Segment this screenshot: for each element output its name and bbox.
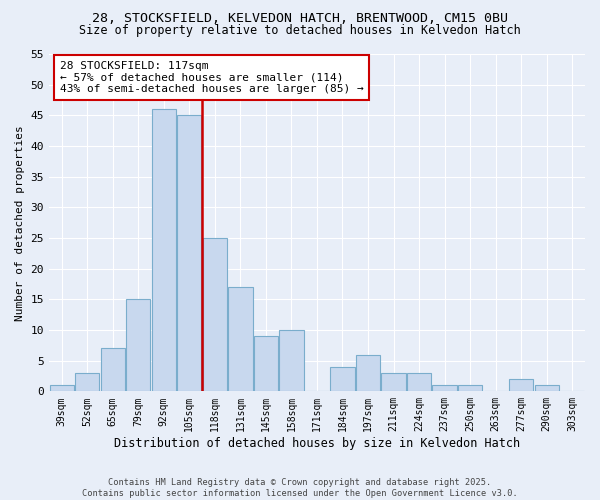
Bar [407, 373, 431, 392]
Bar [75, 373, 100, 392]
Bar [101, 348, 125, 392]
Bar [280, 330, 304, 392]
Bar [177, 116, 202, 392]
Bar [152, 109, 176, 392]
Text: Size of property relative to detached houses in Kelvedon Hatch: Size of property relative to detached ho… [79, 24, 521, 37]
Bar [509, 379, 533, 392]
Text: 28, STOCKSFIELD, KELVEDON HATCH, BRENTWOOD, CM15 0BU: 28, STOCKSFIELD, KELVEDON HATCH, BRENTWO… [92, 12, 508, 26]
Text: Contains HM Land Registry data © Crown copyright and database right 2025.
Contai: Contains HM Land Registry data © Crown c… [82, 478, 518, 498]
Bar [126, 300, 151, 392]
Bar [331, 367, 355, 392]
X-axis label: Distribution of detached houses by size in Kelvedon Hatch: Distribution of detached houses by size … [114, 437, 520, 450]
Bar [203, 238, 227, 392]
Bar [228, 287, 253, 392]
Bar [535, 385, 559, 392]
Bar [356, 354, 380, 392]
Bar [382, 373, 406, 392]
Bar [50, 385, 74, 392]
Y-axis label: Number of detached properties: Number of detached properties [15, 125, 25, 320]
Bar [433, 385, 457, 392]
Bar [458, 385, 482, 392]
Bar [254, 336, 278, 392]
Text: 28 STOCKSFIELD: 117sqm
← 57% of detached houses are smaller (114)
43% of semi-de: 28 STOCKSFIELD: 117sqm ← 57% of detached… [59, 60, 364, 94]
